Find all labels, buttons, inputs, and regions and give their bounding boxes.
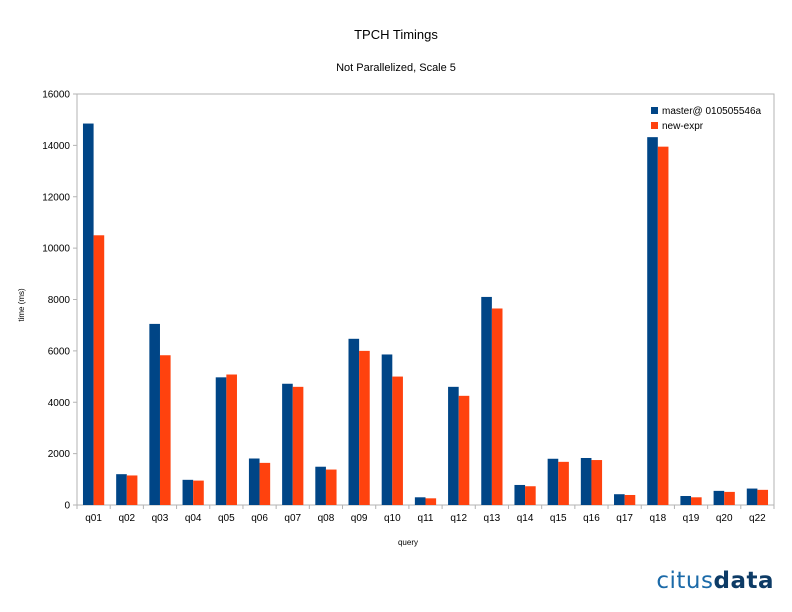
x-tick-label: q20: [716, 513, 733, 524]
bar-q05-series-2: [226, 374, 237, 505]
x-tick-label: q12: [450, 513, 467, 524]
bar-q04-series-2: [193, 480, 204, 505]
bar-q14-series-1: [514, 484, 526, 505]
bar-q18-series-1: [647, 137, 658, 505]
bar-q03-series-1: [149, 323, 160, 505]
bar-q07-series-1: [282, 383, 293, 505]
bar-q06-series-2: [259, 462, 271, 505]
x-tick-label: q01: [85, 513, 102, 524]
bar-q17-series-2: [624, 494, 636, 505]
x-tick-label: q05: [218, 513, 235, 524]
bar-q15-series-2: [558, 461, 569, 505]
bar-q18-series-2: [657, 146, 669, 506]
bar-q17-series-1: [614, 494, 625, 505]
bar-q08-series-1: [315, 466, 326, 505]
x-tick-label: q08: [318, 513, 335, 524]
x-tick-label: q09: [351, 513, 368, 524]
x-tick-label: q13: [484, 513, 501, 524]
legend: master@ 010505546a new-expr: [651, 106, 762, 132]
x-tick-label: q11: [418, 513, 434, 524]
plot-frame: [76, 93, 775, 506]
logo-part-1: citus: [656, 568, 714, 594]
x-tick-label: q15: [550, 513, 567, 524]
logo-part-2: data: [713, 568, 774, 594]
bar-q10-series-2: [392, 376, 403, 505]
bar-q15-series-1: [547, 458, 559, 505]
y-tick-label: 16000: [42, 90, 70, 101]
chart-title: TPCH Timings: [354, 27, 438, 42]
x-tick-label: q22: [749, 513, 766, 524]
y-tick-label: 12000: [42, 192, 70, 203]
bar-q02-series-1: [116, 474, 127, 505]
citusdata-logo: citusdata: [656, 568, 774, 594]
y-tick-label: 0: [64, 501, 70, 512]
x-tick-label: q14: [517, 513, 534, 524]
bar-q13-series-2: [491, 308, 503, 505]
bar-q09-series-2: [359, 350, 370, 505]
bar-q11-series-2: [425, 498, 437, 505]
x-tick-label: q16: [583, 513, 600, 524]
legend-swatch-1: [651, 107, 658, 114]
legend-label-1: master@ 010505546a: [662, 106, 762, 117]
bar-q03-series-2: [159, 355, 171, 505]
legend-label-2: new-expr: [662, 121, 704, 132]
bar-q22-series-2: [757, 489, 769, 505]
bar-q19-series-1: [680, 496, 692, 505]
bar-q13-series-1: [481, 296, 492, 505]
bar-q20-series-1: [713, 490, 725, 505]
chart-subtitle: Not Parallelized, Scale 5: [336, 62, 456, 74]
bar-q04-series-1: [182, 479, 194, 505]
y-axis-label: time (ms): [17, 288, 26, 322]
x-tick-label: q03: [152, 513, 169, 524]
bar-q07-series-2: [292, 386, 304, 505]
x-tick-label: q04: [185, 513, 202, 524]
bar-q02-series-2: [126, 475, 138, 505]
y-tick-label: 2000: [48, 449, 71, 460]
x-tick-label: q17: [616, 513, 633, 524]
bar-q08-series-2: [325, 469, 337, 505]
bar-q20-series-2: [724, 491, 735, 505]
y-tick-label: 8000: [48, 295, 71, 306]
bar-q14-series-2: [525, 486, 536, 505]
x-tick-label: q06: [251, 513, 268, 524]
bar-q10-series-1: [381, 354, 393, 505]
x-tick-label: q02: [118, 513, 135, 524]
bar-q12-series-1: [448, 386, 459, 505]
y-tick-label: 4000: [48, 398, 71, 409]
x-tick-label: q18: [649, 513, 666, 524]
legend-swatch-2: [651, 122, 658, 129]
bar-q16-series-1: [580, 457, 592, 505]
y-tick-label: 14000: [42, 141, 70, 152]
bar-q09-series-1: [348, 338, 360, 505]
bar-q06-series-1: [248, 458, 260, 505]
bar-q19-series-2: [691, 497, 702, 505]
plot-area: 0 2000 4000 6000 8000 10000 12000 14000 16000 q01…: [42, 90, 775, 524]
bar-q22-series-1: [746, 488, 758, 505]
bar-q01-series-2: [93, 235, 105, 505]
bar-q01-series-1: [82, 123, 94, 506]
x-tick-label: q07: [284, 513, 301, 524]
y-tick-label: 6000: [48, 346, 71, 357]
x-tick-label: q19: [683, 513, 700, 524]
y-tick-label: 10000: [42, 244, 70, 255]
bar-q05-series-1: [215, 377, 227, 505]
x-tick-label: q10: [384, 513, 401, 524]
bar-q12-series-2: [458, 395, 470, 505]
bar-q16-series-2: [591, 460, 603, 505]
bar-q11-series-1: [414, 497, 426, 505]
x-axis-label: query: [398, 538, 418, 547]
